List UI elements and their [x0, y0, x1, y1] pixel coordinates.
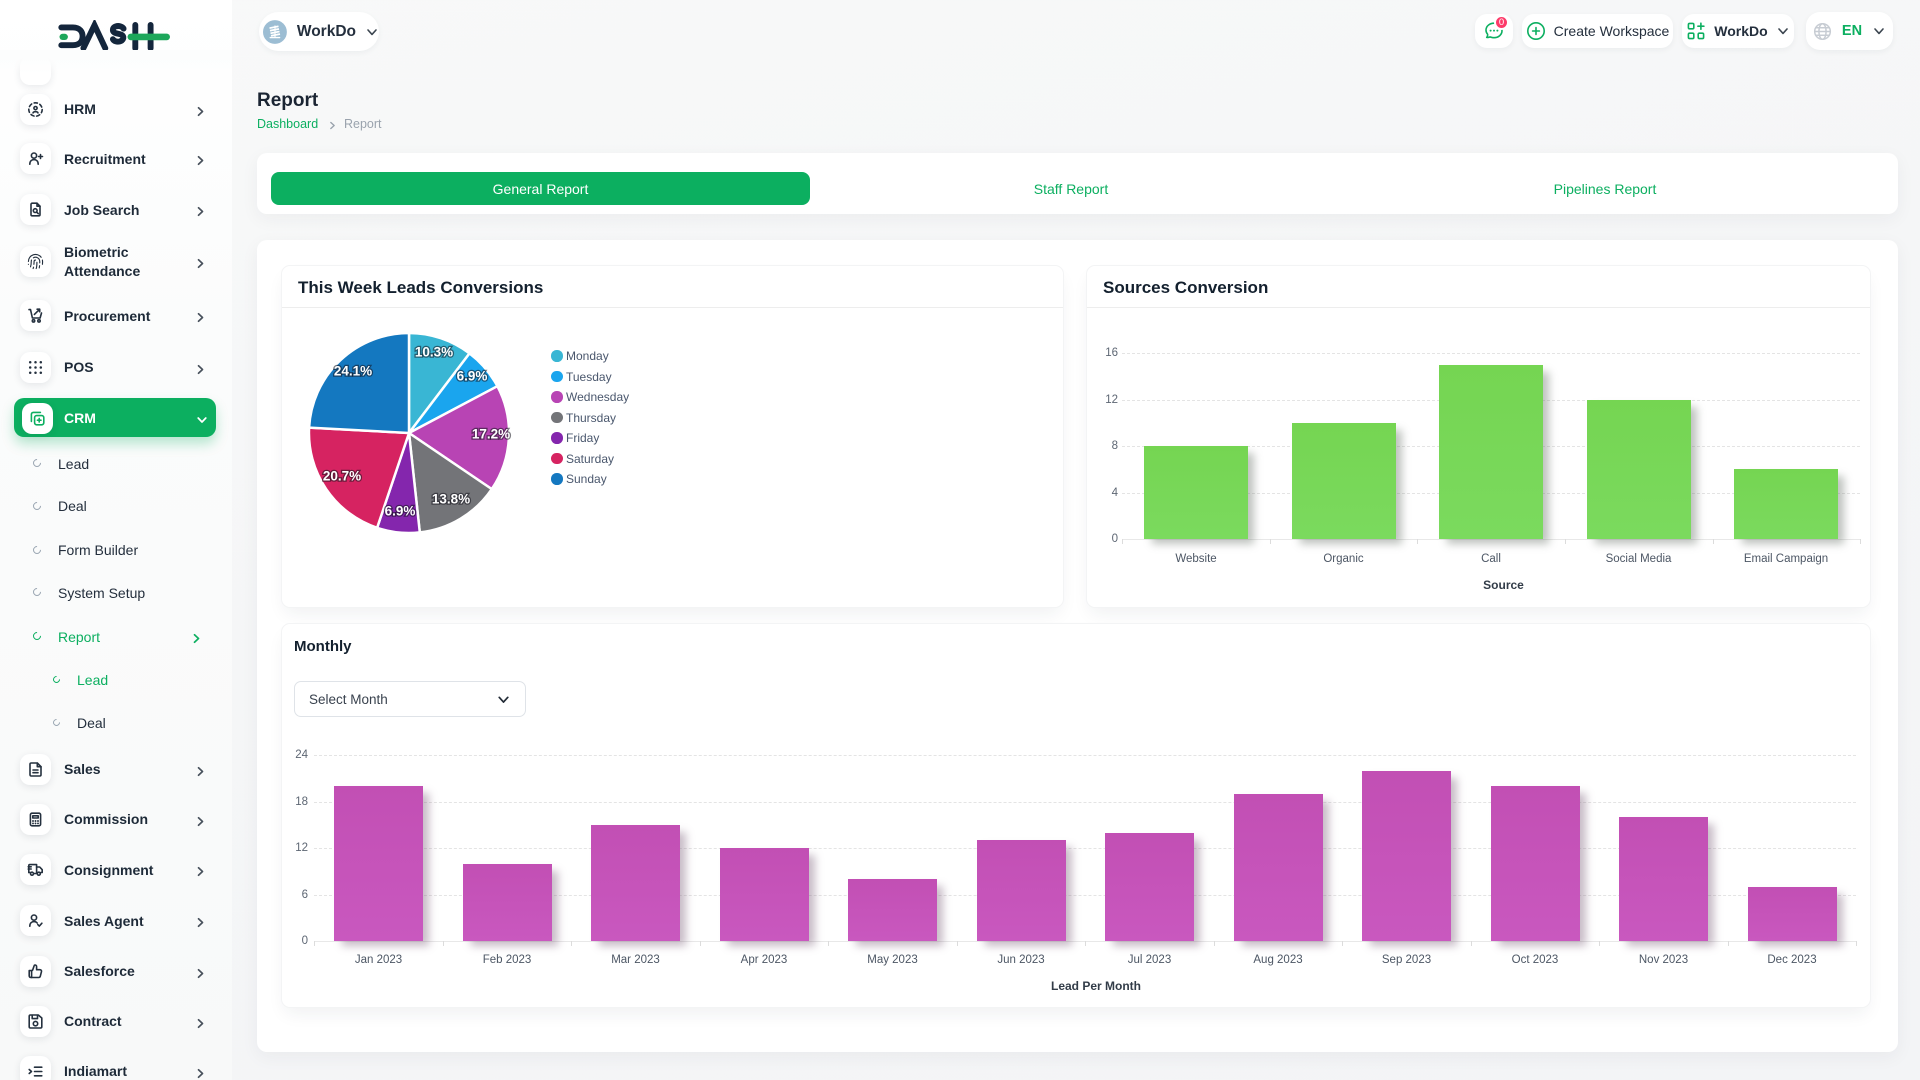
svg-text:6.9%: 6.9% — [457, 369, 488, 384]
svg-text:10.3%: 10.3% — [415, 345, 453, 360]
svg-text:6.9%: 6.9% — [385, 504, 416, 519]
svg-text:20.7%: 20.7% — [323, 469, 361, 484]
svg-text:17.2%: 17.2% — [472, 427, 510, 442]
svg-text:24.1%: 24.1% — [334, 364, 372, 379]
svg-text:13.8%: 13.8% — [432, 492, 470, 507]
